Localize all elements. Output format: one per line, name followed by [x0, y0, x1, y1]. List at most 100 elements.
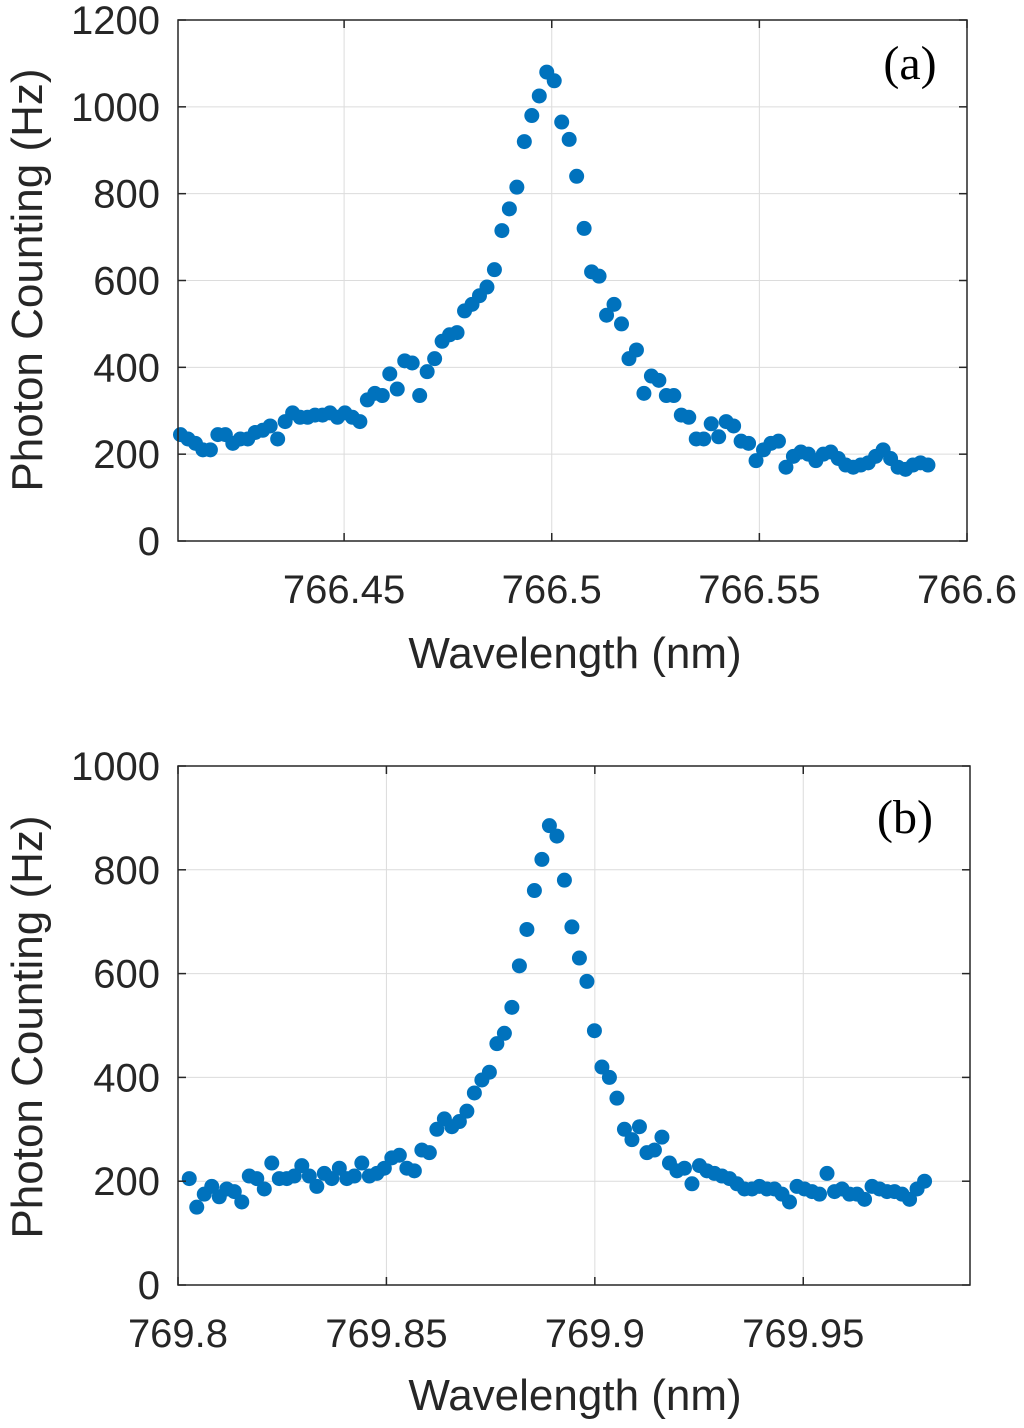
data-point: [511, 958, 527, 974]
data-point: [531, 88, 547, 104]
axes-frame: [177, 765, 971, 1286]
data-point: [486, 262, 502, 278]
data-point: [651, 372, 667, 388]
data-point: [324, 1171, 340, 1187]
data-point: [479, 279, 495, 295]
data-point: [741, 435, 757, 451]
data-point: [389, 381, 405, 397]
data-point: [226, 1184, 242, 1200]
x-axis-label: Wavelength (nm): [408, 629, 741, 678]
data-point: [541, 818, 557, 834]
data-point: [419, 364, 435, 380]
panel-label-b: (b): [877, 791, 933, 844]
data-point: [429, 1121, 445, 1137]
data-point: [549, 828, 565, 844]
chart-panel-a: 766.45 766.5 766.55 766.6 0 200 400 600 800 1000 1…: [3, 0, 1017, 678]
tick-labels: 769.8 769.85 769.9 769.95 0 200 400 600 800 1000: [71, 745, 864, 1356]
data-point: [902, 1191, 918, 1207]
data-point: [601, 1069, 617, 1085]
data-point: [571, 950, 587, 966]
data-point: [204, 1178, 220, 1194]
data-point: [606, 296, 622, 312]
x-tick-label: 766.5: [502, 568, 602, 612]
tick-labels: 766.45 766.5 766.55 766.6 0 200 400 600 800 1000 1…: [71, 0, 1017, 612]
y-axis-label: Photon Counting (Hz): [3, 68, 52, 491]
data-point: [554, 114, 570, 130]
data-point: [449, 325, 465, 341]
gridlines: [177, 765, 970, 1286]
y-tick-label: 600: [93, 260, 160, 304]
data-point: [459, 1103, 475, 1119]
data-point: [406, 1163, 422, 1179]
x-axis-label: Wavelength (nm): [408, 1371, 741, 1420]
data-point: [591, 268, 607, 284]
y-tick-label: 600: [93, 953, 160, 997]
data-point: [309, 1178, 325, 1194]
data-point: [524, 108, 540, 124]
data-points: [172, 64, 936, 477]
data-point: [586, 1023, 602, 1039]
x-tick-label: 769.95: [742, 1312, 864, 1356]
data-point: [569, 168, 585, 184]
data-point: [412, 388, 428, 404]
x-tick-label: 769.9: [545, 1312, 645, 1356]
data-point: [256, 1181, 272, 1197]
data-point: [857, 1191, 873, 1207]
x-tick-label: 766.55: [698, 568, 820, 612]
data-point: [519, 921, 535, 937]
x-tick-label: 766.6: [917, 568, 1017, 612]
data-point: [920, 457, 936, 473]
y-tick-label: 1200: [71, 0, 160, 43]
data-point: [636, 385, 652, 401]
data-point: [526, 883, 542, 899]
data-point: [249, 1171, 265, 1187]
data-point: [354, 1155, 370, 1171]
data-point: [202, 442, 218, 458]
data-point: [421, 1145, 437, 1161]
data-point: [427, 351, 443, 367]
data-point: [599, 307, 615, 323]
data-point: [631, 1119, 647, 1135]
data-point: [451, 1114, 467, 1130]
data-point: [404, 355, 420, 371]
data-point: [189, 1199, 205, 1215]
data-point: [778, 459, 794, 475]
data-point: [609, 1090, 625, 1106]
data-point: [494, 223, 510, 239]
data-point: [726, 418, 742, 434]
data-point: [628, 342, 644, 358]
y-tick-label: 1000: [71, 86, 160, 130]
data-point: [711, 429, 727, 445]
data-point: [481, 1064, 497, 1080]
data-point: [666, 388, 682, 404]
data-point: [516, 134, 532, 150]
data-point: [681, 409, 697, 425]
y-tick-label: 800: [93, 173, 160, 217]
y-tick-label: 0: [138, 520, 160, 564]
panel-label-a: (a): [883, 37, 936, 90]
y-tick-label: 200: [93, 433, 160, 477]
tick-marks: [178, 19, 968, 542]
data-point: [286, 1168, 302, 1184]
data-point: [181, 1171, 197, 1187]
y-tick-label: 400: [93, 346, 160, 390]
data-point: [504, 999, 520, 1015]
data-point: [374, 388, 390, 404]
data-point: [294, 1158, 310, 1174]
data-point: [646, 1142, 662, 1158]
data-point: [770, 433, 786, 449]
data-point: [782, 1194, 798, 1210]
data-point: [331, 1160, 347, 1176]
data-point: [579, 973, 595, 989]
data-point: [352, 414, 368, 430]
data-point: [346, 1168, 362, 1184]
data-point: [382, 366, 398, 382]
data-point: [594, 1059, 610, 1075]
data-point: [812, 1186, 828, 1202]
x-tick-label: 766.45: [283, 568, 405, 612]
x-tick-label: 769.85: [325, 1312, 447, 1356]
y-axis-label: Photon Counting (Hz): [3, 815, 52, 1238]
x-tick-label: 769.8: [128, 1312, 228, 1356]
data-point: [576, 220, 592, 236]
